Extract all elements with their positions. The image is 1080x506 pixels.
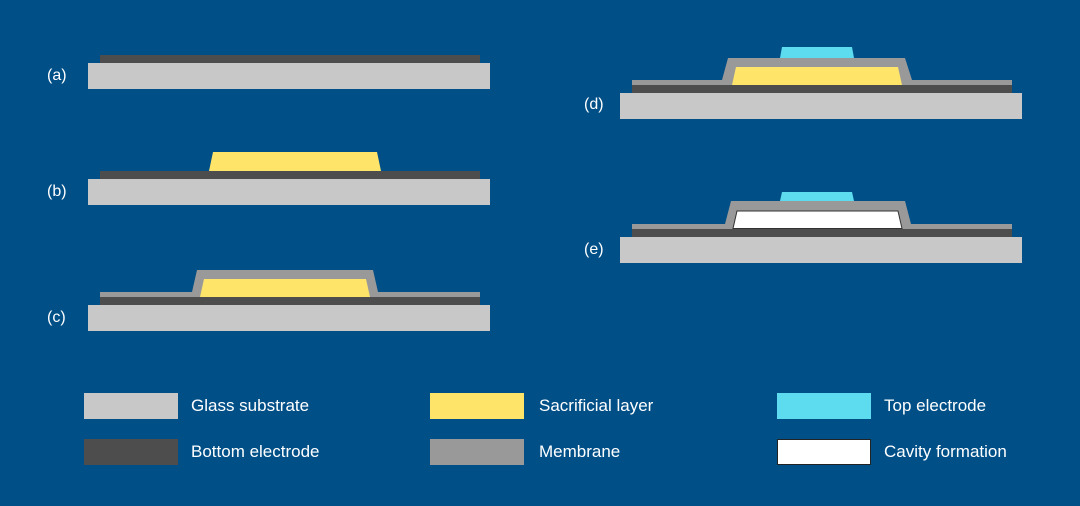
sacrificial-layer bbox=[732, 67, 902, 85]
legend-swatch-cavity bbox=[777, 439, 871, 465]
legend-label-bottom-electrode: Bottom electrode bbox=[191, 442, 320, 461]
bottom-electrode bbox=[100, 55, 480, 63]
panel-label-b: (b) bbox=[47, 183, 67, 200]
bottom-electrode bbox=[632, 229, 1012, 237]
bottom-electrode bbox=[632, 85, 1012, 93]
panel-label-a: (a) bbox=[47, 67, 67, 84]
bottom-electrode bbox=[100, 297, 480, 305]
panel-b bbox=[88, 152, 490, 205]
top-electrode bbox=[780, 192, 854, 201]
legend-swatch-membrane bbox=[430, 439, 524, 465]
legend-label-membrane: Membrane bbox=[539, 442, 621, 461]
glass-substrate bbox=[88, 305, 490, 331]
legend-label-cavity: Cavity formation bbox=[884, 442, 1007, 461]
legend-swatch-bottom-electrode bbox=[84, 439, 178, 465]
cavity bbox=[732, 210, 903, 229]
legend-swatch-glass bbox=[84, 393, 178, 419]
legend-label-top-electrode: Top electrode bbox=[884, 396, 987, 415]
legend-swatch-sacrificial bbox=[430, 393, 524, 419]
sacrificial-layer bbox=[209, 152, 381, 171]
glass-substrate bbox=[88, 63, 490, 89]
legend-label-glass: Glass substrate bbox=[191, 396, 310, 415]
legend-label-sacrificial: Sacrificial layer bbox=[539, 396, 654, 415]
panel-label-e: (e) bbox=[584, 241, 604, 258]
glass-substrate bbox=[620, 93, 1022, 119]
panel-c bbox=[88, 270, 490, 331]
panel-a bbox=[88, 55, 490, 89]
sacrificial-layer bbox=[200, 279, 370, 297]
legend-swatch-top-electrode bbox=[777, 393, 871, 419]
glass-substrate bbox=[620, 237, 1022, 263]
panel-label-d: (d) bbox=[584, 96, 604, 113]
top-electrode bbox=[780, 47, 854, 58]
panel-e bbox=[620, 192, 1022, 263]
bottom-electrode bbox=[100, 171, 480, 179]
panel-label-c: (c) bbox=[47, 309, 66, 326]
panel-d bbox=[620, 47, 1022, 119]
glass-substrate bbox=[88, 179, 490, 205]
